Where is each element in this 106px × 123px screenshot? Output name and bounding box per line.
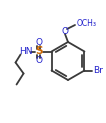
Text: Br: Br xyxy=(93,66,103,75)
Text: O: O xyxy=(35,56,42,65)
Text: OCH₃: OCH₃ xyxy=(77,18,97,28)
Text: HN: HN xyxy=(19,47,32,56)
Text: O: O xyxy=(35,38,42,47)
Text: S: S xyxy=(35,46,42,56)
Text: O: O xyxy=(61,26,68,36)
